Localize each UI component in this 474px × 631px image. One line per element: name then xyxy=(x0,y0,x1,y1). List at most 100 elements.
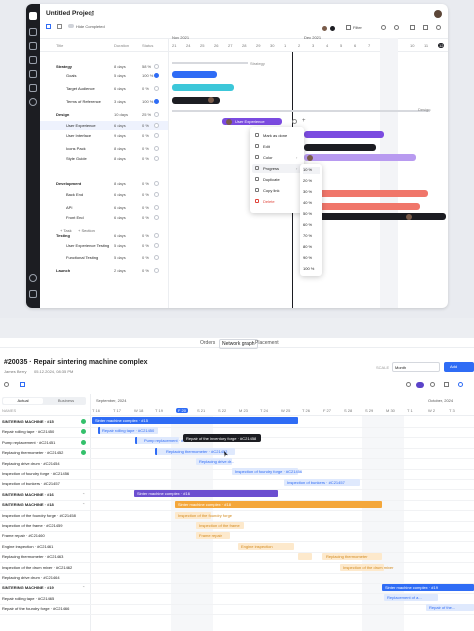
bar-sintering-16[interactable] xyxy=(134,490,278,497)
bar-drive-drum[interactable] xyxy=(196,458,232,465)
order-row[interactable]: Engine inspection · #C21461 xyxy=(0,543,474,553)
design-summary-bar[interactable] xyxy=(172,110,430,112)
tab-orders[interactable]: Orders xyxy=(200,340,216,346)
bar-style-guide[interactable] xyxy=(304,154,416,161)
progress-option[interactable]: 60 % xyxy=(303,222,313,227)
collapse-icon[interactable]: ⌃ xyxy=(82,491,86,497)
filter-icon[interactable] xyxy=(346,25,351,30)
status-indicator[interactable] xyxy=(154,86,159,91)
chat-icon[interactable] xyxy=(29,70,37,78)
team-icon[interactable] xyxy=(29,98,37,106)
progress-option[interactable]: 30 % xyxy=(303,189,313,194)
menu-item-delete[interactable]: Delete xyxy=(252,197,302,206)
inbox-icon[interactable] xyxy=(29,42,37,50)
bar-thermometer-2[interactable] xyxy=(322,553,382,560)
share-icon[interactable] xyxy=(458,382,463,387)
add-task-button[interactable]: + Task xyxy=(60,228,72,233)
order-row[interactable]: Frame repair · #C21460 xyxy=(0,532,474,543)
status-indicator[interactable] xyxy=(154,73,159,78)
task-row[interactable]: User Experience Testing 5 days 0 % xyxy=(40,241,168,250)
progress-option[interactable]: 10 % xyxy=(303,167,320,174)
collapse-icon[interactable]: ⌃ xyxy=(82,502,86,508)
bar-pump[interactable] xyxy=(135,437,179,444)
progress-option[interactable]: 50 % xyxy=(303,211,313,216)
status-indicator[interactable] xyxy=(154,268,159,273)
status-indicator[interactable] xyxy=(154,205,159,210)
status-indicator[interactable] xyxy=(154,133,159,138)
task-row[interactable]: Style Guide 8 days 0 % xyxy=(40,154,168,163)
export-icon[interactable] xyxy=(410,25,415,30)
menu-item-edit[interactable]: Edit xyxy=(252,142,302,151)
menu-item-color[interactable]: Color › xyxy=(252,153,302,162)
status-indicator[interactable] xyxy=(154,146,159,151)
strategy-summary-bar[interactable] xyxy=(172,62,248,64)
task-row[interactable]: User Interface 9 days 0 % xyxy=(40,131,168,140)
help-icon[interactable] xyxy=(29,274,37,282)
order-row[interactable]: Repair of the foundry forge · #C21466 xyxy=(0,605,474,616)
order-row[interactable]: Inspection of the drum mixer · #C21462 xyxy=(0,564,474,574)
collapse-icon[interactable]: ⌃ xyxy=(82,585,86,591)
search-icon[interactable] xyxy=(4,382,9,387)
progress-option[interactable]: 80 % xyxy=(303,244,313,249)
tab-network-graph[interactable]: Network graph xyxy=(219,339,258,349)
task-row[interactable]: Target Audience 6 days 0 % xyxy=(40,84,168,93)
status-indicator[interactable] xyxy=(154,255,159,260)
bar-frame[interactable] xyxy=(196,522,244,529)
bar-sintering-15[interactable] xyxy=(92,417,298,424)
machine-group-row[interactable]: SINTERING MACHINE · #19 ⌃ xyxy=(0,584,474,595)
bar-thermometer[interactable] xyxy=(155,448,235,455)
toggle-actual[interactable]: Actual xyxy=(3,398,43,404)
menu-item-duplicate[interactable]: Duplicate xyxy=(252,175,302,184)
task-row[interactable]: Functional Testing 5 days 0 % xyxy=(40,253,168,262)
bar-target-audience[interactable] xyxy=(172,84,234,91)
task-row[interactable]: Icons Pack 8 days 0 % xyxy=(40,144,168,153)
add-member-icon[interactable] xyxy=(330,26,335,31)
order-row[interactable]: Replacing drive drum · #C21454 xyxy=(0,460,474,470)
bar-foundry-forge-2[interactable] xyxy=(175,512,211,519)
calendar-icon[interactable] xyxy=(29,56,37,64)
bar-rolling-tape-2[interactable] xyxy=(384,594,438,601)
link-tool-icon[interactable] xyxy=(57,24,62,29)
project-title[interactable]: Untitled Project xyxy=(46,10,95,17)
machine-group-row[interactable]: SINTERING MACHINE · #18 ⌃ xyxy=(0,501,474,512)
settings-icon[interactable] xyxy=(436,25,441,30)
order-row[interactable]: Inspection of bunkers · #C21457 xyxy=(0,480,474,491)
task-row[interactable]: User Experience 6 days 0 % xyxy=(40,121,168,130)
status-indicator[interactable] xyxy=(154,156,159,161)
toggle-business[interactable]: Business xyxy=(57,398,75,403)
add-button[interactable]: Add xyxy=(444,362,474,372)
bar-user-experience[interactable] xyxy=(222,118,282,125)
bar-terms-of-reference[interactable] xyxy=(172,97,220,104)
progress-option[interactable]: 20 % xyxy=(303,178,313,183)
home-icon[interactable] xyxy=(29,28,37,36)
status-indicator[interactable] xyxy=(154,181,159,186)
task-row[interactable]: Back End 6 days 0 % xyxy=(40,190,168,199)
machine-group-row[interactable]: SINTERING MACHINE · #15 xyxy=(0,418,474,428)
filter-label[interactable]: Filter xyxy=(353,25,362,30)
status-indicator[interactable] xyxy=(154,215,159,220)
settings-icon[interactable] xyxy=(29,290,37,298)
task-row[interactable]: API 6 days 0 % xyxy=(40,203,168,212)
user-avatar[interactable] xyxy=(434,10,442,18)
bar-back-end[interactable] xyxy=(316,190,428,197)
bar-thermometer-2-small[interactable] xyxy=(298,553,312,560)
scale-select[interactable]: Month xyxy=(392,362,440,372)
folder-icon[interactable] xyxy=(29,84,37,92)
bar-foundry-forge-3[interactable] xyxy=(426,604,474,611)
filter-icon[interactable] xyxy=(20,382,25,387)
column-duration[interactable]: Duration xyxy=(114,43,130,48)
order-row[interactable]: Repair rolling tape · #C21465 xyxy=(0,595,474,605)
add-dependency-icon[interactable]: + xyxy=(302,118,306,124)
order-row[interactable]: Inspection of foundry forge · #C21456 xyxy=(0,470,474,480)
status-indicator[interactable] xyxy=(154,243,159,248)
menu-item-copy-link[interactable]: Copy link xyxy=(252,186,302,195)
hide-completed-toggle[interactable] xyxy=(68,24,74,28)
bar-api[interactable] xyxy=(316,203,420,210)
zoom-in-icon[interactable] xyxy=(430,382,435,387)
bar-sintering-18[interactable] xyxy=(175,501,382,508)
info-icon[interactable] xyxy=(90,12,94,16)
bar-front-end[interactable] xyxy=(316,213,446,220)
tab-placement[interactable]: Placement xyxy=(255,340,279,346)
order-row[interactable]: Replacing drive drum · #C21464 xyxy=(0,574,474,584)
column-title[interactable]: Title xyxy=(56,43,64,48)
